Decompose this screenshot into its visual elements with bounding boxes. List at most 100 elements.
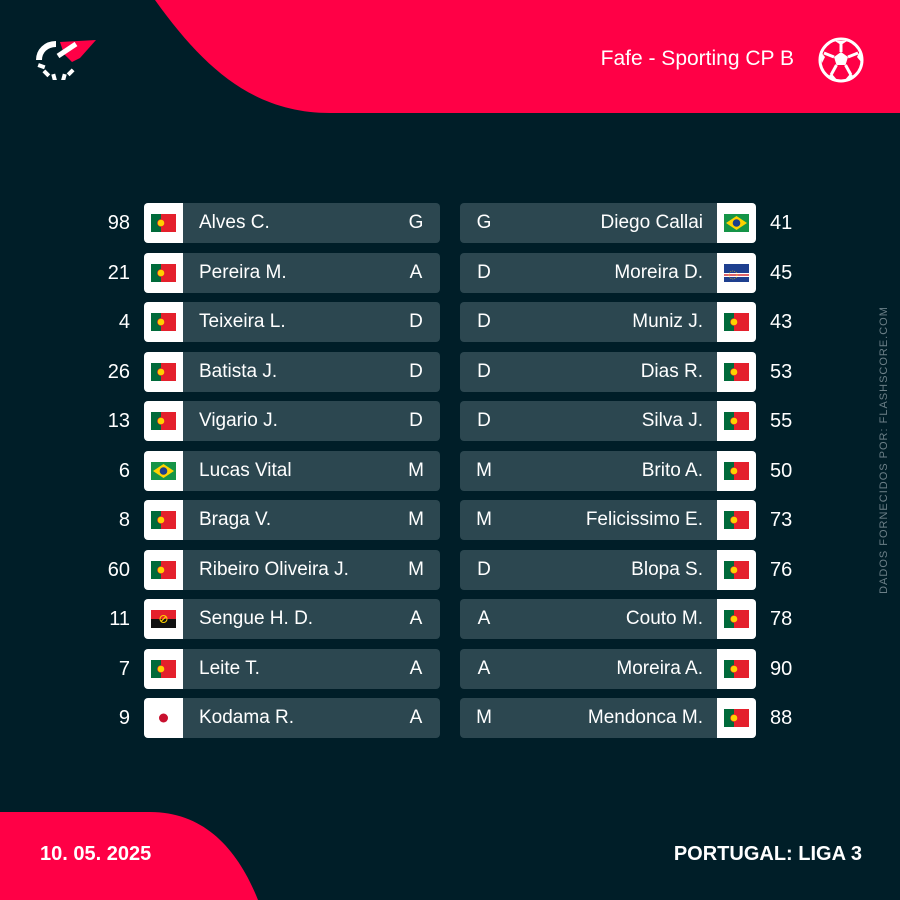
player-name: Moreira A. — [616, 658, 703, 679]
player-name: Vigario J. — [199, 410, 278, 431]
player-bar: Vigario J. D — [144, 401, 440, 441]
player-position: M — [476, 707, 492, 728]
shirt-number: 78 — [770, 608, 793, 630]
player-name: Brito A. — [641, 460, 703, 481]
player-bar: Diego Callai G — [460, 203, 756, 243]
player-name: Teixeira L. — [199, 311, 286, 332]
home-player-row: 8 Braga V. M — [100, 500, 440, 540]
shirt-number: 26 — [107, 361, 130, 383]
home-player-row: 7 Leite T. A — [100, 649, 440, 689]
away-player-row: 53 Dias R. D — [460, 352, 800, 392]
player-name: Sengue H. D. — [199, 608, 314, 629]
player-bar: Ribeiro Oliveira J. M — [144, 550, 440, 590]
player-name: Felicissimo E. — [585, 509, 703, 530]
player-position: D — [477, 262, 491, 283]
player-bar: Lucas Vital M — [144, 451, 440, 491]
shirt-number: 53 — [770, 361, 793, 383]
away-player-row: 41 Diego Callai G — [460, 203, 800, 243]
player-bar: Couto M. A — [460, 599, 756, 639]
shirt-number: 73 — [770, 509, 793, 531]
player-name: Kodama R. — [199, 707, 295, 728]
player-position: M — [408, 559, 424, 580]
player-bar: Silva J. D — [460, 401, 756, 441]
player-position: A — [477, 658, 491, 679]
player-bar: Leite T. A — [144, 649, 440, 689]
flashscore-logo — [36, 40, 96, 80]
player-bar: Brito A. M — [460, 451, 756, 491]
player-bar: Moreira D. D — [460, 253, 756, 293]
player-bar: Braga V. M — [144, 500, 440, 540]
portugal-flag-icon — [144, 649, 183, 689]
portugal-flag-icon — [144, 500, 183, 540]
player-name: Silva J. — [641, 410, 703, 431]
shirt-number: 4 — [118, 311, 130, 333]
player-position: A — [409, 262, 423, 283]
player-bar: Blopa S. D — [460, 550, 756, 590]
home-player-row: 26 Batista J. D — [100, 352, 440, 392]
player-position: D — [477, 311, 491, 332]
match-title: Fafe - Sporting CP B — [600, 47, 794, 70]
portugal-flag-icon — [717, 302, 756, 342]
player-position: D — [477, 361, 491, 382]
player-name: Blopa S. — [631, 559, 703, 580]
player-bar: Moreira A. A — [460, 649, 756, 689]
player-name: Batista J. — [199, 361, 278, 382]
shirt-number: 8 — [118, 509, 130, 531]
player-position: D — [409, 311, 423, 332]
league-name: PORTUGAL: LIGA 3 — [673, 843, 862, 865]
japan-flag-icon — [144, 698, 183, 738]
angola-flag-icon — [144, 599, 183, 639]
shirt-number: 98 — [107, 212, 130, 234]
home-player-row: 4 Teixeira L. D — [100, 302, 440, 342]
player-name: Leite T. — [199, 658, 260, 679]
brazil-flag-icon — [717, 203, 756, 243]
shirt-number: 21 — [107, 262, 130, 284]
player-name: Muniz J. — [632, 311, 703, 332]
portugal-flag-icon — [717, 451, 756, 491]
cape-verde-flag-icon — [717, 253, 756, 293]
portugal-flag-icon — [144, 302, 183, 342]
away-player-row: 73 Felicissimo E. M — [460, 500, 800, 540]
shirt-number: 60 — [107, 559, 130, 581]
player-position: M — [476, 460, 492, 481]
shirt-number: 41 — [770, 212, 793, 234]
portugal-flag-icon — [717, 599, 756, 639]
portugal-flag-icon — [144, 203, 183, 243]
portugal-flag-icon — [144, 401, 183, 441]
away-player-row: 43 Muniz J. D — [460, 302, 800, 342]
player-position: D — [477, 410, 491, 431]
shirt-number: 55 — [770, 410, 793, 432]
away-player-row: 88 Mendonca M. M — [460, 698, 800, 738]
football-icon — [818, 37, 864, 83]
player-bar: Kodama R. A — [144, 698, 440, 738]
portugal-flag-icon — [144, 550, 183, 590]
away-player-row: 76 Blopa S. D — [460, 550, 800, 590]
player-name: Couto M. — [625, 608, 703, 629]
shirt-number: 76 — [770, 559, 793, 581]
player-bar: Felicissimo E. M — [460, 500, 756, 540]
player-name: Alves C. — [199, 212, 270, 233]
player-name: Mendonca M. — [587, 707, 703, 728]
player-name: Moreira D. — [614, 262, 703, 283]
player-position: A — [409, 658, 423, 679]
portugal-flag-icon — [717, 649, 756, 689]
player-bar: Dias R. D — [460, 352, 756, 392]
player-name: Braga V. — [199, 509, 272, 530]
away-player-row: 55 Silva J. D — [460, 401, 800, 441]
player-bar: Mendonca M. M — [460, 698, 756, 738]
home-player-row: 21 Pereira M. A — [100, 253, 440, 293]
player-bar: Batista J. D — [144, 352, 440, 392]
shirt-number: 7 — [118, 658, 130, 680]
away-player-row: 90 Moreira A. A — [460, 649, 800, 689]
shirt-number: 50 — [770, 460, 793, 482]
shirt-number: 88 — [770, 707, 793, 729]
away-player-row: 78 Couto M. A — [460, 599, 800, 639]
home-player-row: 13 Vigario J. D — [100, 401, 440, 441]
portugal-flag-icon — [717, 352, 756, 392]
shirt-number: 9 — [118, 707, 130, 729]
player-bar: Teixeira L. D — [144, 302, 440, 342]
portugal-flag-icon — [717, 550, 756, 590]
player-name: Ribeiro Oliveira J. — [199, 559, 349, 580]
player-position: M — [408, 509, 424, 530]
home-player-row: 11 Sengue H. D. A — [100, 599, 440, 639]
